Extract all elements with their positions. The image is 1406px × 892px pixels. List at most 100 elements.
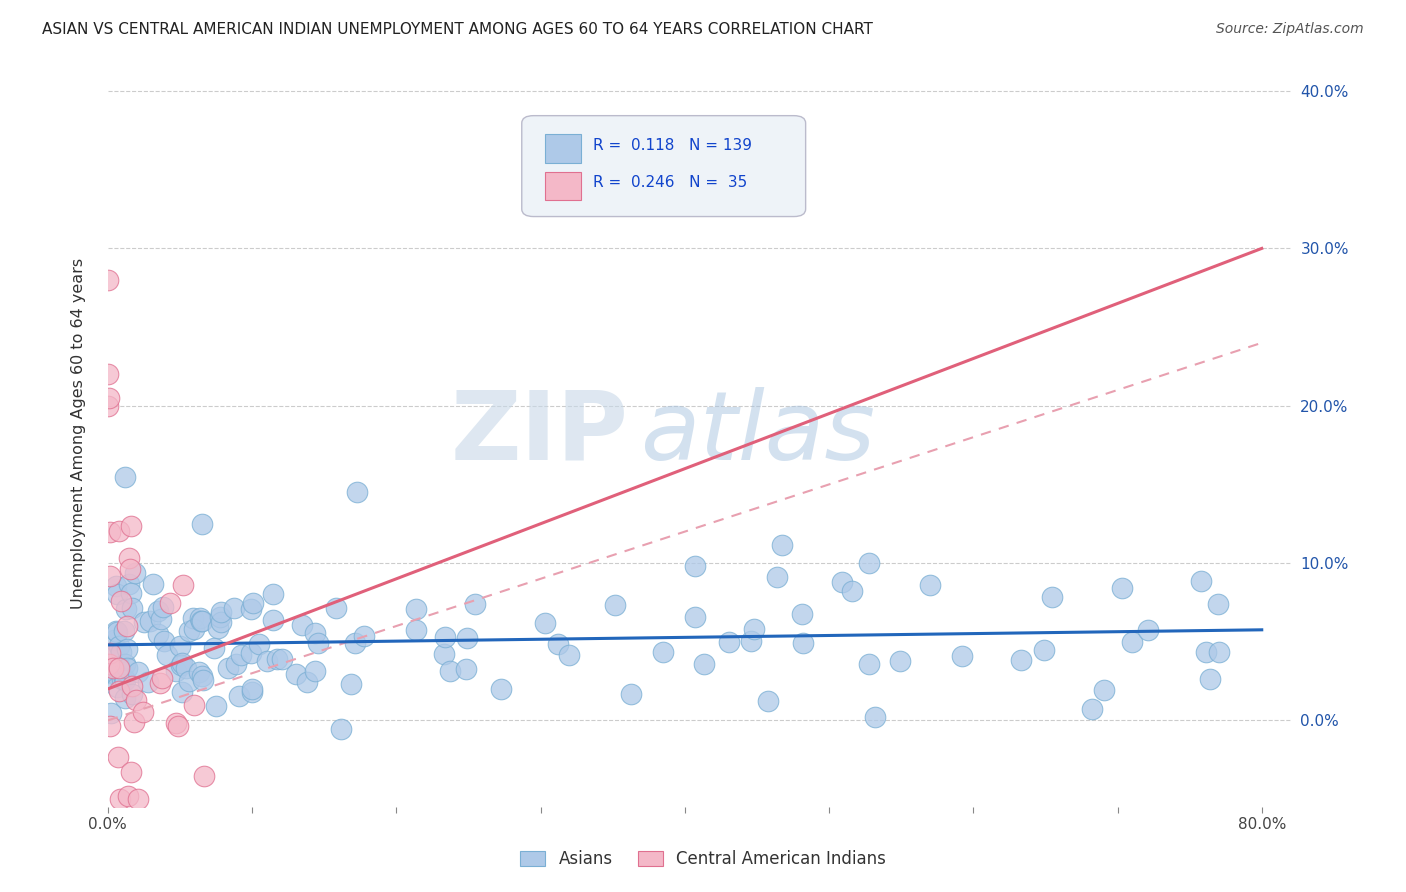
Point [117,789,139,804]
Point [156,648,179,662]
Point [120,765,142,780]
Point [105,680,128,694]
Point [225,657,247,671]
Point [124,566,146,580]
Point [114,602,136,616]
Point [97,368,120,382]
Point [104,579,127,593]
Point [193,768,215,782]
Point [105,587,128,601]
Text: Source: ZipAtlas.com: Source: ZipAtlas.com [1216,22,1364,37]
Point [191,614,214,628]
Point [120,586,142,600]
Point [107,661,129,675]
Point [262,613,284,627]
Point [242,596,264,610]
Point [108,792,131,806]
Point [124,714,146,729]
Point [1092,683,1115,698]
Point [439,665,461,679]
Y-axis label: Unemployment Among Ages 60 to 64 years: Unemployment Among Ages 60 to 64 years [72,258,86,609]
Point [97,399,120,413]
Point [112,671,135,685]
Point [118,577,141,591]
Point [239,602,262,616]
Point [97,273,120,287]
Point [188,611,211,625]
Point [231,648,253,662]
Point [534,616,557,631]
Point [188,665,211,679]
Point [115,619,138,633]
Point [295,675,318,690]
Point [100,569,122,583]
Point [291,618,314,632]
Point [742,622,765,636]
Point [193,673,215,688]
Point [114,624,136,639]
Point [176,661,198,675]
Point [117,660,139,674]
Point [239,646,262,660]
Point [841,584,863,599]
Point [683,559,706,574]
Point [103,633,125,648]
Point [121,601,143,615]
Point [121,679,143,693]
Point [339,677,361,691]
Point [693,657,716,671]
Point [97,391,120,405]
Point [183,622,205,636]
Point [190,669,212,683]
Point [284,666,307,681]
Bar [546,171,581,200]
Point [1111,581,1133,595]
Point [683,609,706,624]
Point [1137,623,1160,637]
Point [792,636,814,650]
Point [1199,672,1222,686]
Point [148,676,170,690]
Point [118,550,141,565]
Point [149,612,172,626]
Point [108,639,131,653]
Point [217,661,239,675]
Point [770,538,793,552]
Point [98,662,121,676]
Point [152,671,174,685]
Point [165,716,187,731]
Point [717,634,740,648]
Point [105,661,128,675]
Point [831,574,853,589]
Point [101,661,124,675]
Point [256,654,278,668]
Point [159,596,181,610]
Point [620,687,643,701]
Point [115,641,138,656]
Point [98,646,121,660]
Legend: Asians, Central American Indians: Asians, Central American Indians [513,844,893,875]
Point [240,682,263,697]
Point [740,634,762,648]
Point [142,577,165,591]
Point [207,621,229,635]
Point [98,719,121,733]
Point [98,524,121,539]
Point [547,637,569,651]
Point [950,649,973,664]
Point [125,693,148,707]
Point [146,604,169,618]
Point [103,667,125,681]
Point [114,673,136,687]
Point [179,673,201,688]
Point [139,615,162,629]
Point [104,667,127,681]
Point [858,556,880,570]
Point [344,635,367,649]
Point [1080,702,1102,716]
Point [108,659,131,673]
Point [209,605,232,619]
Point [114,657,136,671]
Point [114,690,136,705]
Point [152,599,174,614]
